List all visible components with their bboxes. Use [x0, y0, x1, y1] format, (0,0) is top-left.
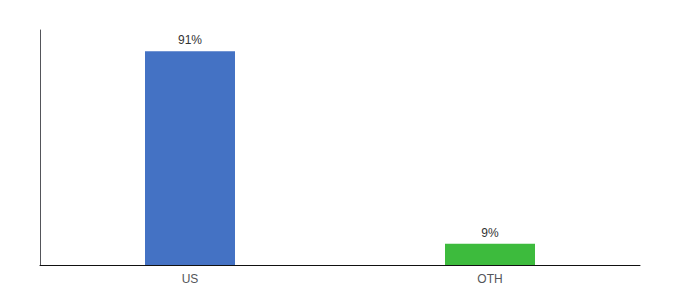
svg-text:9%: 9% [481, 226, 499, 240]
svg-text:OTH: OTH [477, 272, 502, 286]
svg-text:91%: 91% [178, 33, 202, 47]
svg-text:US: US [182, 272, 199, 286]
